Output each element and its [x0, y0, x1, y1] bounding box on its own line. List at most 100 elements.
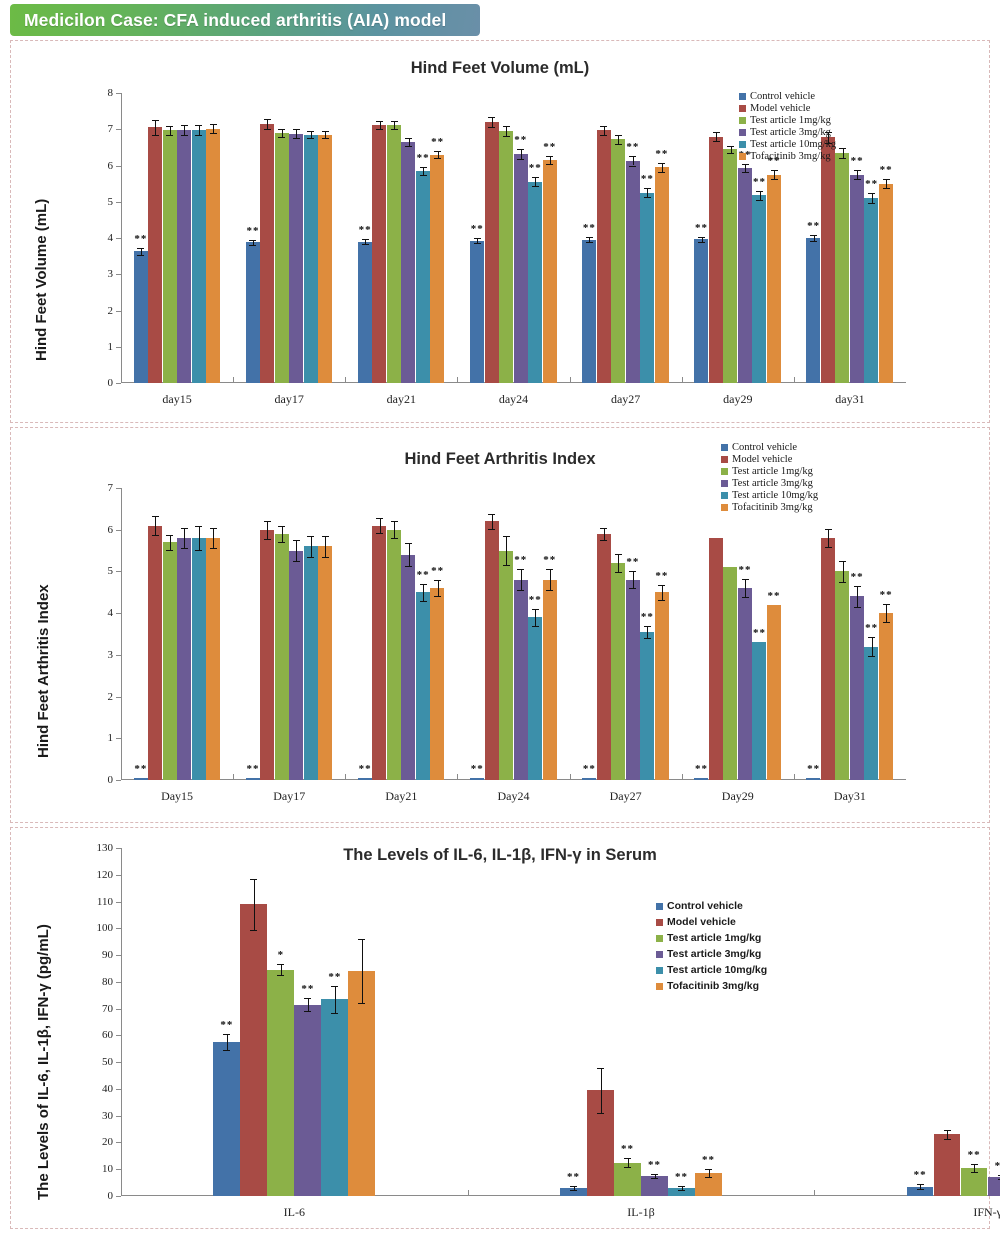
legend-label: Control vehicle [732, 442, 798, 453]
bar [582, 777, 597, 780]
error-bar-cap [488, 126, 496, 128]
error-bar-cap [614, 143, 622, 145]
error-bar [627, 1157, 629, 1168]
significance-marker: ** [655, 569, 669, 582]
chart-panel-hind-feet-volume: Hind Feet Volume (mL) Hind Feet Volume (… [10, 40, 990, 423]
error-bar [325, 535, 327, 557]
y-axis-tick-label: 90 [102, 949, 113, 962]
significance-marker: ** [995, 1161, 1000, 1172]
error-bar-cap [624, 1157, 631, 1159]
y-axis-tick [116, 274, 121, 276]
error-bar-cap [585, 242, 593, 244]
error-bar [423, 167, 425, 175]
error-bar-cap [166, 549, 174, 551]
y-axis-tick-label: 3 [107, 648, 114, 661]
error-bar [745, 163, 747, 173]
bar [303, 546, 318, 780]
error-bar [520, 569, 522, 591]
error-bar-cap [629, 588, 637, 590]
y-axis-tick-label: 130 [96, 842, 114, 854]
error-bar-cap [997, 1175, 1000, 1177]
error-bar [535, 177, 537, 187]
x-axis-tick-label: day15 [162, 392, 192, 406]
error-bar-cap [624, 1167, 631, 1169]
bar [582, 239, 597, 383]
legend-swatch-icon [739, 93, 746, 100]
error-bar [437, 579, 439, 597]
y-axis-tick [116, 529, 121, 531]
bar [513, 579, 528, 780]
legend-label: Test article 10mg/kg [750, 139, 837, 150]
y-axis-tick-label: 80 [102, 975, 113, 988]
error-bar-cap [600, 540, 608, 542]
y-axis-tick-label: 50 [102, 1056, 113, 1069]
bar [933, 1134, 961, 1196]
error-bar-cap [405, 137, 413, 139]
bar [260, 123, 275, 383]
significance-marker: ** [879, 163, 893, 176]
error-bar-cap [263, 520, 271, 522]
significance-marker: ** [470, 762, 484, 775]
significance-marker: ** [850, 154, 864, 167]
error-bar [745, 578, 747, 598]
bar [878, 613, 893, 780]
significance-marker: ** [626, 556, 640, 569]
error-bar-cap [824, 142, 832, 144]
bar [596, 533, 611, 780]
error-bar-cap [943, 1139, 951, 1141]
error-bar-cap [209, 527, 217, 529]
significance-marker: ** [913, 1169, 927, 1182]
error-bar [334, 985, 336, 1013]
significance-marker: ** [807, 762, 821, 775]
error-bar-cap [278, 136, 286, 138]
legend-swatch-icon [721, 480, 728, 487]
bar [694, 777, 709, 780]
error-bar-cap [531, 625, 539, 627]
error-bar-cap [488, 513, 496, 515]
x-axis-tick-label: day29 [723, 392, 753, 406]
error-bar-cap [361, 244, 369, 246]
error-bar-cap [643, 638, 651, 640]
error-bar-cap [614, 553, 622, 555]
error-bar [361, 939, 363, 1004]
bar [294, 1004, 321, 1196]
bar [849, 174, 864, 383]
error-bar [701, 236, 703, 242]
error-bar [325, 131, 327, 139]
error-bar-cap [419, 583, 427, 585]
error-bar-cap [180, 527, 188, 529]
legend-item: Model vehicle [721, 454, 818, 465]
y-axis-tick [116, 238, 121, 239]
error-bar-cap [882, 622, 890, 624]
significance-marker: ** [865, 622, 879, 635]
error-bar-cap [249, 244, 257, 246]
error-bar-cap [166, 534, 174, 536]
error-bar-cap [263, 538, 271, 540]
legend-swatch-icon [656, 902, 663, 910]
error-bar-cap [278, 542, 286, 544]
error-bar-cap [853, 179, 861, 181]
error-bar-cap [658, 584, 666, 586]
error-bar [857, 169, 859, 180]
banner-title: Medicilon Case: CFA induced arthritis (A… [24, 9, 447, 30]
significance-marker: ** [738, 563, 752, 576]
bar [694, 239, 709, 383]
error-bar-cap [473, 238, 481, 239]
chart-title: Hind Feet Arthritis Index [404, 450, 596, 468]
error-bar [379, 518, 381, 534]
error-bar-cap [376, 518, 384, 520]
x-axis-tick-label: Day15 [161, 789, 194, 803]
bar [191, 538, 206, 780]
legend-item: Test article 10mg/kg [656, 964, 767, 976]
error-bar [491, 117, 493, 127]
error-bar-cap [361, 239, 369, 241]
chart-legend: Control vehicle Model vehicle Test article… [656, 900, 767, 996]
error-bar [365, 239, 367, 245]
significance-marker: ** [543, 141, 557, 154]
error-bar-cap [517, 590, 525, 592]
error-bar-cap [600, 134, 608, 136]
error-bar-cap [517, 569, 525, 571]
bar [625, 579, 640, 780]
error-bar-cap [434, 158, 442, 160]
y-axis-tick [116, 738, 121, 740]
